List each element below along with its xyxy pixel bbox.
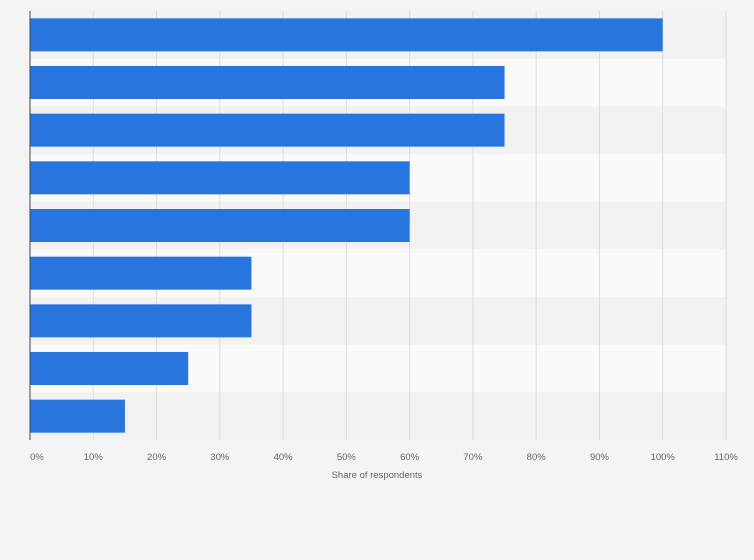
x-tick-labels: 0% 10% 20% 30% 40% 50% 60% 70% 80% 90% 100% 110% <box>30 452 738 463</box>
x-tick-label: 110% <box>714 452 738 463</box>
row-band <box>30 392 726 440</box>
bar[interactable] <box>30 66 505 99</box>
x-tick-label: 30% <box>210 452 230 463</box>
x-tick-label: 60% <box>400 452 420 463</box>
x-tick-label: 10% <box>84 452 104 463</box>
bar[interactable] <box>30 209 410 242</box>
x-tick-label: 50% <box>337 452 357 463</box>
bar[interactable] <box>30 113 505 147</box>
bar[interactable] <box>30 304 252 338</box>
x-tick-label: 0% <box>30 452 44 463</box>
bar[interactable] <box>30 161 410 195</box>
bar[interactable] <box>30 399 125 433</box>
x-tick-label: 20% <box>147 452 167 463</box>
x-tick-label: 100% <box>651 452 676 463</box>
x-tick-label: 70% <box>463 452 483 463</box>
x-tick-label: 80% <box>527 452 547 463</box>
x-axis-title: Share of respondents <box>332 470 423 481</box>
x-tick-label: 40% <box>274 452 294 463</box>
bar[interactable] <box>30 352 189 385</box>
x-tick-label: 90% <box>590 452 610 463</box>
bar[interactable] <box>30 256 252 290</box>
bars <box>30 18 663 433</box>
bar[interactable] <box>30 18 663 52</box>
